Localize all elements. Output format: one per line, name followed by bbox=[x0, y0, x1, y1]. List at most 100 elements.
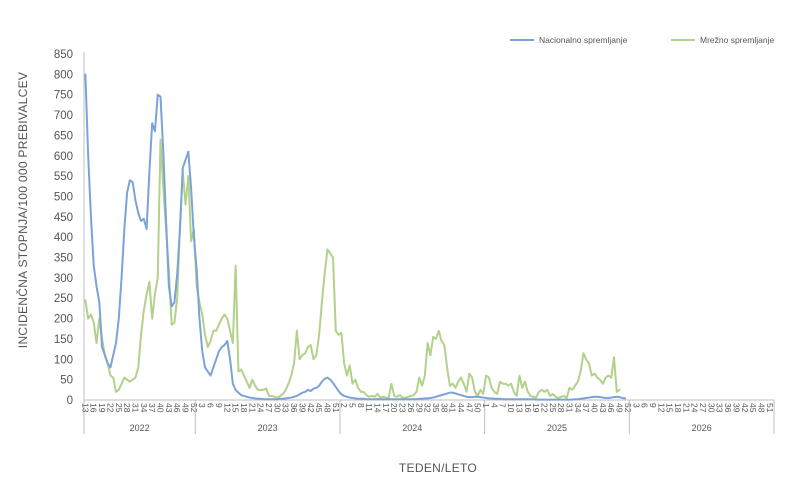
x-tick-label: 45 bbox=[314, 403, 324, 413]
x-tick-label: 10 bbox=[506, 403, 516, 413]
x-tick-label: 27 bbox=[698, 403, 708, 413]
x-tick-label: 25 bbox=[114, 403, 124, 413]
x-tick-label: 40 bbox=[590, 403, 600, 413]
year-label: 2024 bbox=[402, 423, 422, 433]
x-tick-label: 7 bbox=[498, 403, 508, 408]
x-tick-label: 11 bbox=[364, 403, 374, 412]
x-tick-label: 21 bbox=[681, 403, 691, 413]
x-tick-label: 9 bbox=[214, 403, 224, 408]
x-tick-label: 33 bbox=[715, 403, 725, 413]
x-tick-label: 37 bbox=[147, 403, 157, 413]
x-tick-label: 37 bbox=[581, 403, 591, 413]
year-label: 2022 bbox=[130, 423, 150, 433]
x-tick-label: 30 bbox=[706, 403, 716, 413]
x-tick-label: 12 bbox=[222, 403, 232, 413]
y-tick-label: 300 bbox=[54, 273, 73, 285]
x-tick-label: 44 bbox=[456, 403, 466, 413]
y-tick-label: 700 bbox=[54, 110, 73, 122]
year-label: 2023 bbox=[258, 423, 278, 433]
legend-entry: Nacionalno spremljanje bbox=[539, 35, 628, 45]
x-tick-label: 14 bbox=[373, 403, 383, 413]
series-line-network bbox=[84, 138, 621, 399]
y-tick-label: 0 bbox=[67, 395, 73, 407]
x-tick-label: 48 bbox=[756, 403, 766, 413]
x-tick-label: 52 bbox=[189, 403, 199, 413]
x-tick-label: 29 bbox=[414, 403, 424, 413]
x-tick-label: 48 bbox=[322, 403, 332, 413]
x-tick-label: 13 bbox=[514, 403, 524, 413]
x-tick-label: 49 bbox=[615, 403, 625, 413]
x-tick-label: 36 bbox=[723, 403, 733, 413]
x-tick-label: 31 bbox=[130, 403, 140, 413]
x-tick-label: 52 bbox=[623, 403, 633, 413]
y-tick-label: 500 bbox=[54, 191, 73, 203]
x-tick-label: 19 bbox=[531, 403, 541, 413]
x-tick-label: 50 bbox=[473, 403, 483, 413]
x-tick-label: 20 bbox=[389, 403, 399, 413]
x-tick-label: 43 bbox=[164, 403, 174, 413]
x-tick-label: 51 bbox=[765, 403, 775, 413]
x-axis-title: TEDEN/LETO bbox=[399, 461, 477, 475]
x-tick-label: 49 bbox=[181, 403, 191, 413]
x-tick-label: 42 bbox=[740, 403, 750, 413]
x-tick-label: 9 bbox=[648, 403, 658, 408]
x-tick-label: 21 bbox=[247, 403, 257, 413]
x-tick-label: 19 bbox=[97, 403, 107, 413]
x-tick-label: 34 bbox=[573, 403, 583, 413]
x-tick-label: 2 bbox=[339, 403, 349, 408]
x-axis: 1316192225283134374043464952202236912151… bbox=[80, 399, 775, 434]
y-tick-label: 100 bbox=[54, 354, 73, 366]
x-tick-label: 34 bbox=[139, 403, 149, 413]
x-tick-label: 6 bbox=[206, 403, 216, 408]
x-tick-label: 46 bbox=[172, 403, 182, 413]
x-tick-label: 8 bbox=[356, 403, 366, 408]
x-tick-label: 4 bbox=[489, 403, 499, 408]
y-tick-label: 800 bbox=[54, 69, 73, 81]
x-tick-label: 40 bbox=[156, 403, 166, 413]
x-tick-label: 26 bbox=[406, 403, 416, 413]
x-tick-label: 32 bbox=[423, 403, 433, 413]
y-tick-label: 650 bbox=[54, 130, 73, 142]
y-tick-label: 750 bbox=[54, 90, 73, 102]
x-tick-label: 41 bbox=[448, 403, 458, 413]
x-tick-label: 24 bbox=[256, 403, 266, 413]
y-tick-label: 850 bbox=[54, 49, 73, 61]
series-layer bbox=[84, 73, 627, 401]
x-tick-label: 46 bbox=[606, 403, 616, 413]
x-tick-label: 3 bbox=[631, 403, 641, 408]
x-tick-label: 31 bbox=[565, 403, 575, 413]
x-tick-label: 43 bbox=[598, 403, 608, 413]
y-tick-label: 250 bbox=[54, 293, 73, 305]
x-tick-label: 1 bbox=[481, 403, 491, 408]
x-tick-label: 6 bbox=[640, 403, 650, 408]
legend: Nacionalno spremljanje Mrežno spremljanje bbox=[510, 35, 774, 45]
x-tick-label: 16 bbox=[89, 403, 99, 413]
x-tick-label: 42 bbox=[306, 403, 316, 413]
x-tick-label: 5 bbox=[347, 403, 357, 408]
y-tick-label: 600 bbox=[54, 151, 73, 163]
x-tick-label: 39 bbox=[297, 403, 307, 413]
x-tick-label: 38 bbox=[439, 403, 449, 413]
x-tick-label: 35 bbox=[431, 403, 441, 413]
series-line-national bbox=[84, 73, 627, 401]
x-tick-label: 13 bbox=[80, 403, 90, 413]
x-tick-label: 28 bbox=[556, 403, 566, 413]
x-tick-label: 15 bbox=[231, 403, 241, 413]
x-tick-label: 24 bbox=[690, 403, 700, 413]
x-tick-label: 22 bbox=[539, 403, 549, 413]
x-tick-label: 23 bbox=[398, 403, 408, 413]
x-tick-label: 30 bbox=[272, 403, 282, 413]
x-tick-label: 18 bbox=[673, 403, 683, 413]
year-label: 2026 bbox=[692, 423, 712, 433]
y-axis: 0 50 100 150 200 250 300 350 400 450 500 550 600 650 7… bbox=[54, 49, 85, 407]
x-tick-label: 3 bbox=[197, 403, 207, 408]
y-tick-label: 550 bbox=[54, 171, 73, 183]
x-tick-label: 27 bbox=[264, 403, 274, 413]
y-tick-label: 400 bbox=[54, 232, 73, 244]
x-tick-label: 22 bbox=[105, 403, 115, 413]
y-tick-label: 50 bbox=[60, 375, 73, 387]
year-label: 2025 bbox=[547, 423, 567, 433]
x-tick-label: 45 bbox=[748, 403, 758, 413]
x-tick-label: 28 bbox=[122, 403, 132, 413]
